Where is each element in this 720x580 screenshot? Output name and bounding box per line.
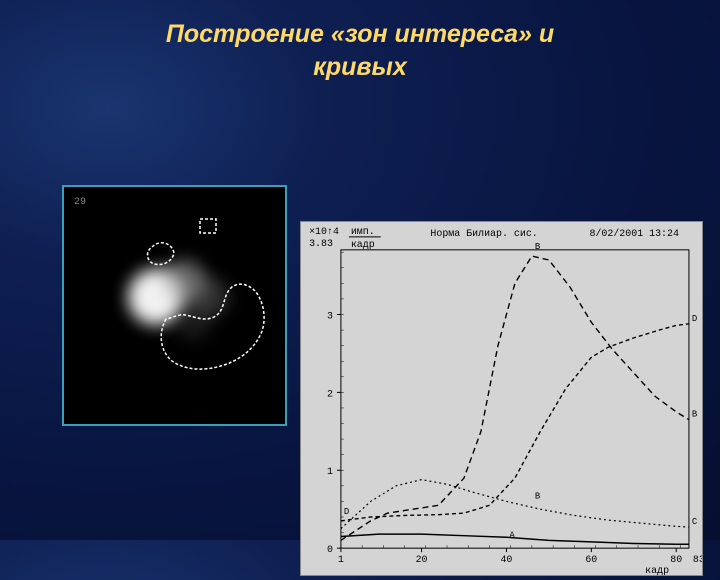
slide-title: Построение «зон интереса» и кривых [0,0,720,83]
chart-panel: ×10↑43.83 имп. кадр Норма Билиар. сис. 8/02/… [300,221,703,576]
content-area: 29 ×10↑43.83 имп. кадр Норма Билиар. сис. 8/… [0,83,720,543]
scintigram-panel: 29 [62,185,287,426]
series-label: C [692,517,697,527]
series-B [341,256,689,540]
chart-unit-top: имп. [351,226,375,237]
xtick-label: 60 [585,554,597,565]
line-chart: ×10↑43.83 имп. кадр Норма Билиар. сис. 8/02/… [301,222,702,575]
xtick-end: 83 [693,554,702,565]
ytick-label: 1 [327,466,333,477]
xtick-label: 1 [338,554,344,565]
chart-scale-label: ×10↑4 [309,226,339,237]
title-line1: Построение «зон интереса» и [0,18,720,51]
xtick-label: 40 [500,554,512,565]
plot-frame [341,250,689,548]
scintigram-image: 29 [64,187,285,424]
series-label: B [535,491,541,501]
ytick-label: 2 [327,388,333,399]
chart-unit-bottom: кадр [351,239,375,250]
xtick-label: 20 [416,554,428,565]
series-D [341,324,689,521]
series-label: D [692,314,697,324]
roi-small-top [200,219,216,233]
chart-title: Норма Билиар. сис. [430,228,537,239]
xlabel: кадр [645,565,669,575]
series-C [341,480,689,529]
ytick-label: 3 [327,310,333,321]
series-A [341,534,689,544]
series-label: B [535,242,541,252]
xtick-label: 80 [670,554,682,565]
series-label: D [344,507,349,517]
series-label: A [509,530,515,540]
ytick-label: 0 [327,544,333,555]
chart-date: 8/02/2001 13:24 [590,228,679,239]
title-line2: кривых [0,51,720,84]
chart-peak-value: 3.83 [309,238,333,249]
series-label: B [692,410,698,420]
roi-overlay [64,187,285,424]
roi-mid-left [148,243,175,265]
roi-large [161,284,264,369]
